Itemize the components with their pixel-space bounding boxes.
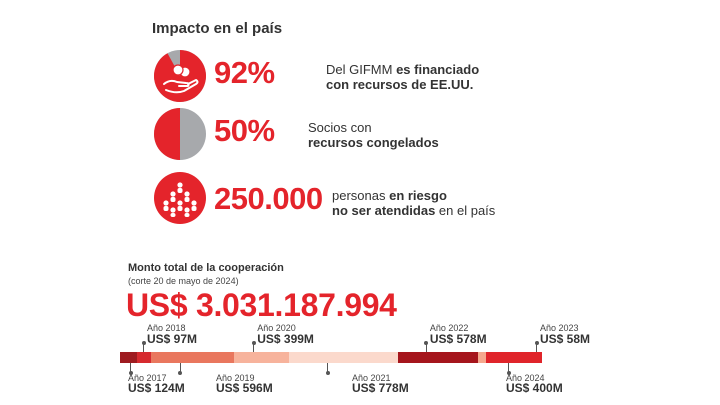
timeline-marker-6 [425, 343, 427, 352]
timeline-segment-8 [486, 352, 543, 363]
timeline-amount-label-1: US$ 124M [128, 381, 185, 395]
timeline-marker-dot-6 [424, 341, 429, 345]
timeline-segment-7 [478, 352, 487, 363]
cooperation-title: Monto total de la cooperación [128, 262, 284, 274]
timeline-marker-1 [130, 363, 131, 372]
timeline-marker-dot-3 [178, 371, 183, 375]
timeline-segment-2 [137, 352, 152, 363]
hand-money-pie-icon [154, 50, 206, 102]
timeline-amount-label-8: US$ 400M [506, 381, 563, 395]
cooperation-note: (corte 20 de mayo de 2024) [128, 276, 239, 286]
pie-half-icon [154, 108, 206, 160]
timeline-marker-dot-2 [141, 341, 146, 345]
timeline-amount-label-2: US$ 97M [147, 332, 198, 346]
timeline-segment-5 [289, 352, 399, 363]
timeline-segment-1 [120, 352, 138, 363]
stat-desc-frozen: Socios con recursos congelados [308, 120, 439, 150]
timeline-marker-dot-8 [506, 371, 511, 375]
timeline-marker-5 [327, 363, 329, 372]
stat-desc-people: personas en riesgo no ser atendidas en e… [332, 188, 496, 218]
timeline-marker-dot-1 [128, 371, 133, 375]
timeline-year-label-5: Año 2021 [352, 373, 391, 383]
stat-value-people: 250.000 [214, 181, 323, 216]
stat-value-financed: 92% [214, 55, 275, 90]
timeline-year-label-2: Año 2018 [147, 323, 186, 333]
timeline-year-label-6: Año 2022 [429, 323, 469, 333]
timeline-marker-8 [508, 363, 509, 372]
timeline-amount-label-3: US$ 596M [216, 381, 273, 395]
timeline-year-label-7: Año 2023 [540, 323, 579, 333]
timeline-marker-dot-5 [325, 371, 330, 375]
timeline-marker-7 [536, 343, 537, 352]
cooperation-total: US$ 3.031.187.994 [126, 287, 397, 323]
timeline-marker-4 [253, 343, 255, 352]
timeline-marker-2 [143, 343, 144, 352]
stat-desc-financed: Del GIFMM es financiado con recursos de … [326, 62, 480, 92]
timeline-year-label-3: Año 2019 [216, 373, 255, 383]
timeline-amount-label-7: US$ 58M [540, 332, 591, 346]
timeline-marker-dot-4 [251, 341, 256, 345]
impact-title: Impacto en el país [152, 20, 283, 37]
timeline-year-label-4: Año 2020 [257, 323, 296, 333]
timeline-year-label-8: Año 2024 [506, 373, 545, 383]
timeline-segment-6 [397, 352, 479, 363]
people-group-icon [154, 172, 206, 224]
timeline-amount-label-4: US$ 399M [257, 332, 314, 346]
stat-value-frozen: 50% [214, 113, 275, 148]
timeline-segment-4 [233, 352, 290, 363]
timeline-amount-label-5: US$ 778M [352, 381, 409, 395]
timeline-segment-3 [150, 352, 235, 363]
timeline-amount-label-6: US$ 578M [429, 332, 487, 346]
timeline-marker-3 [179, 363, 181, 372]
timeline-year-label-1: Año 2017 [128, 373, 167, 383]
timeline-marker-dot-7 [534, 341, 539, 345]
